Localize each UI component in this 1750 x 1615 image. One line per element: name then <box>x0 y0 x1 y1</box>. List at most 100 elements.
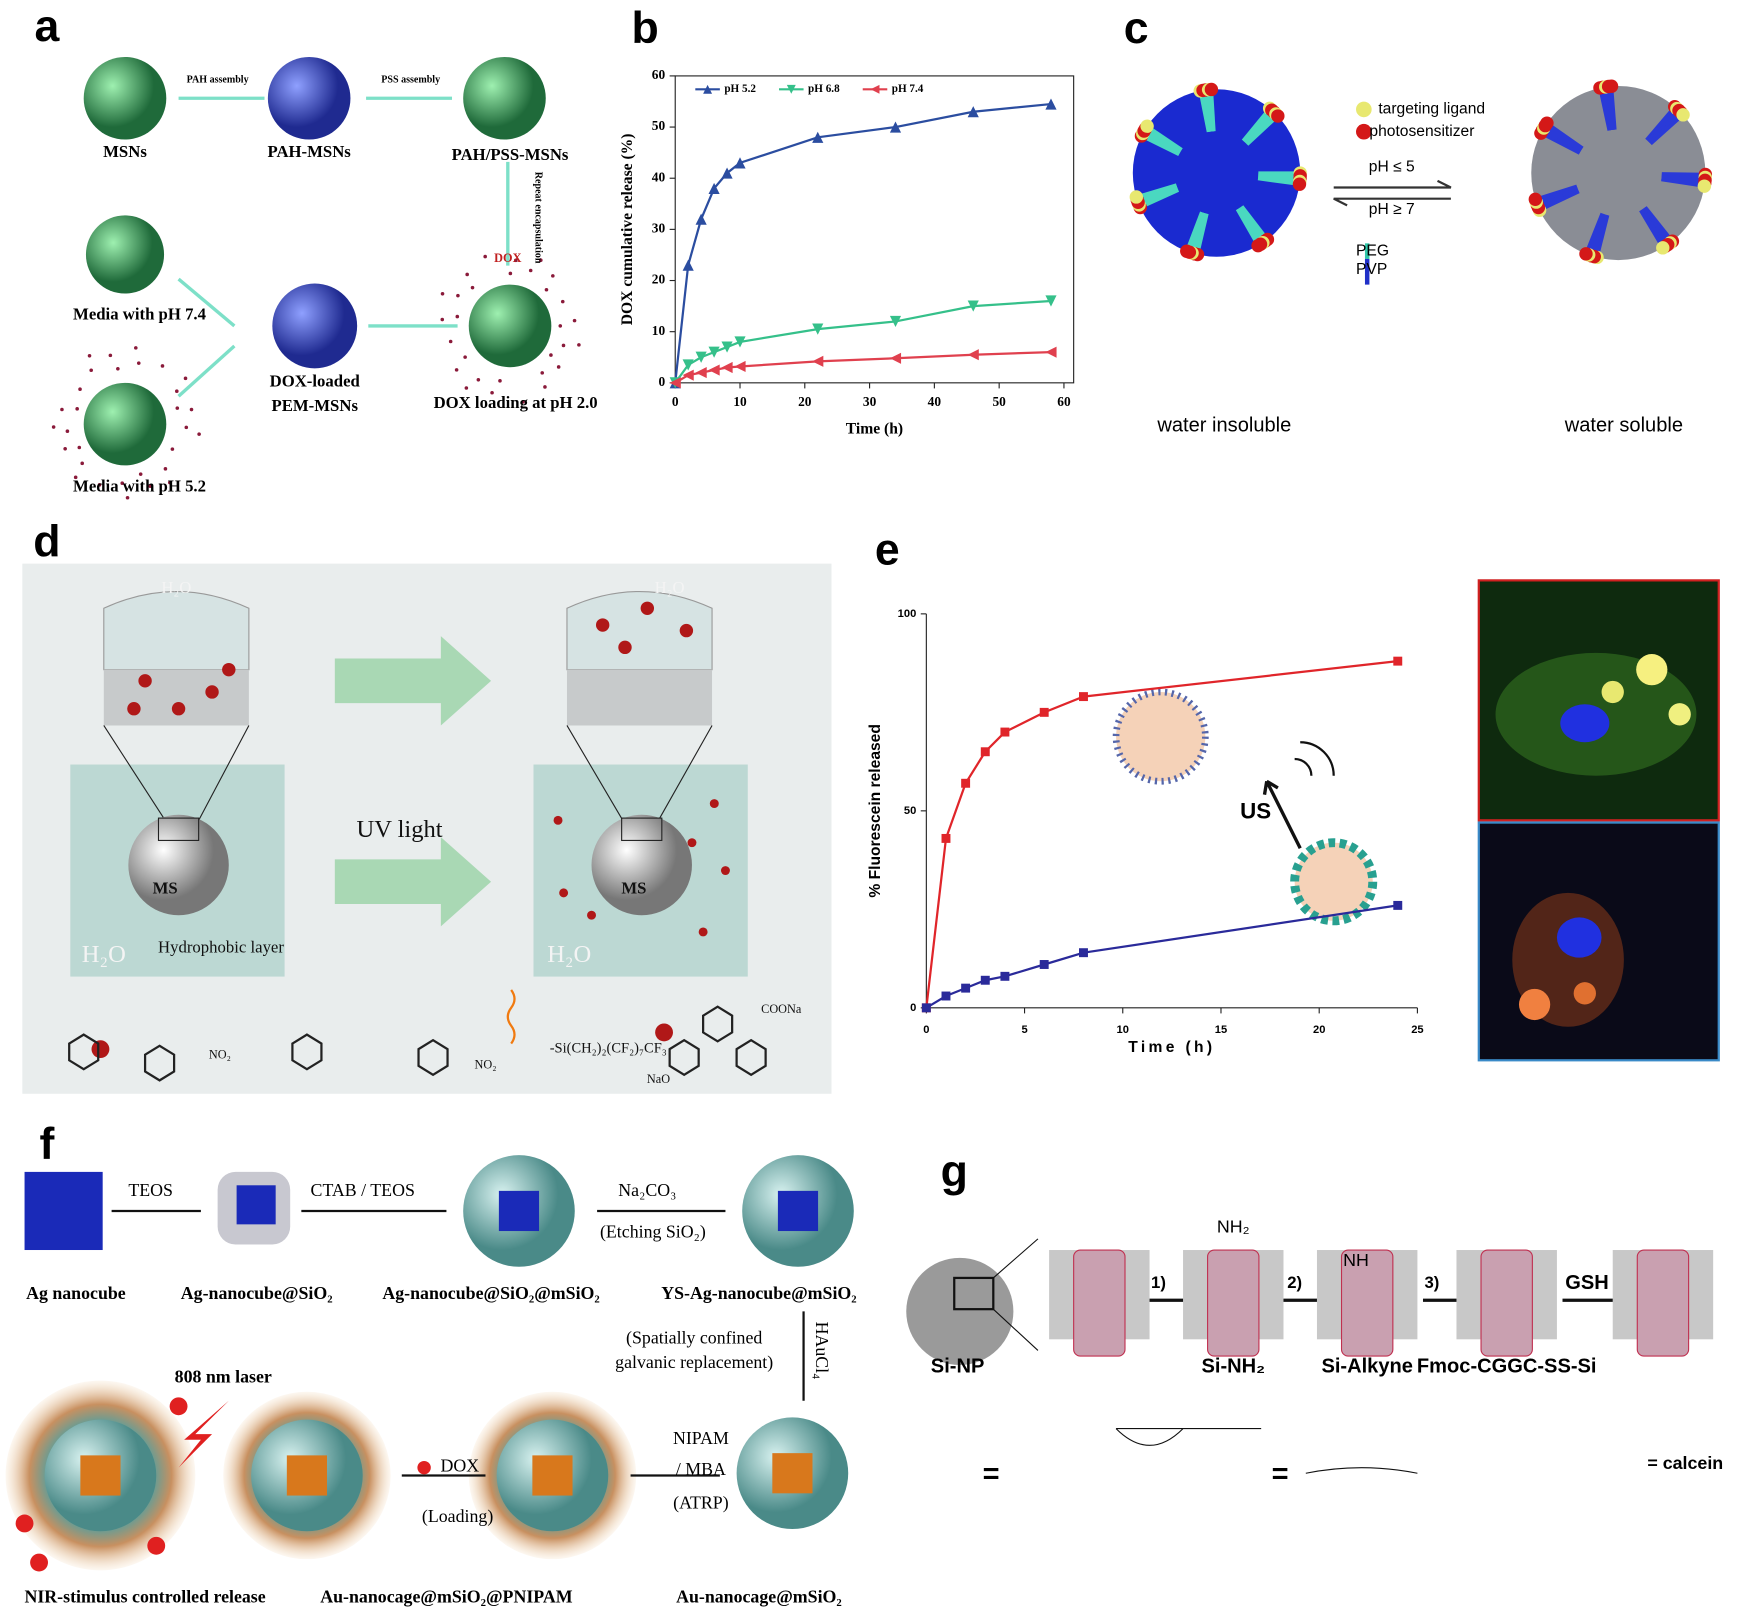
label: / MBA <box>676 1459 726 1479</box>
label: TEOS <box>128 1180 173 1200</box>
polymer <box>1661 177 1705 188</box>
dox-dot <box>440 317 445 322</box>
dox-dot <box>514 258 518 263</box>
marker <box>734 336 746 348</box>
label: Fmoc-CGGC-SS-Si <box>1417 1356 1597 1378</box>
panel-letter: c <box>1124 4 1149 53</box>
polymer <box>1609 86 1617 130</box>
x-tick-label: 50 <box>992 394 1006 409</box>
label: COONa <box>761 1002 802 1016</box>
label: Si-NH₂ <box>1201 1356 1265 1378</box>
polymer <box>1640 208 1667 248</box>
label: NH₂ <box>1217 1216 1250 1236</box>
polymer <box>1639 209 1665 249</box>
y-tick-label: 10 <box>652 323 666 338</box>
label: MS <box>621 878 646 897</box>
arrow <box>334 636 492 726</box>
marker <box>967 106 979 118</box>
polymer <box>1541 129 1582 154</box>
zoom-box <box>157 817 200 841</box>
polymer <box>1135 183 1177 199</box>
ligand <box>1540 116 1554 130</box>
label: PSS assembly <box>381 75 440 86</box>
sphere <box>169 1397 188 1416</box>
marker <box>682 259 694 271</box>
polymer <box>1661 172 1706 177</box>
marker <box>961 983 971 993</box>
polymer <box>1584 212 1604 255</box>
dox-dot <box>160 364 165 368</box>
series-line <box>674 102 1052 383</box>
dox-dot <box>543 385 547 389</box>
label: Au-nanocage@mSiO₂@PNIPAM <box>320 1586 572 1606</box>
sphere <box>83 56 167 140</box>
label: DOX loading at pH 2.0 <box>434 393 598 412</box>
legend-dot <box>1356 101 1372 118</box>
dox-dot <box>470 285 475 290</box>
x-tick-label: 0 <box>672 394 679 409</box>
dox-dot <box>175 406 180 410</box>
polymer <box>1535 185 1578 204</box>
dox-dot <box>558 324 563 328</box>
marker <box>1045 295 1057 307</box>
marker <box>1045 98 1057 110</box>
marker <box>967 300 979 312</box>
dox-dot <box>549 353 553 357</box>
marker <box>967 349 979 361</box>
label: = <box>1272 1458 1289 1490</box>
label: MSNs <box>103 142 147 161</box>
panel-letter: e <box>875 525 900 574</box>
y-tick-label: 30 <box>652 220 666 235</box>
marker <box>734 360 746 373</box>
label: Si-NP <box>931 1356 985 1378</box>
peptide <box>1115 1428 1418 1474</box>
dox-dot <box>189 407 194 412</box>
polymer <box>1538 190 1580 212</box>
x-tick-label: 30 <box>863 394 877 409</box>
dox-dot <box>175 389 179 393</box>
x-tick-label: 25 <box>1411 1024 1423 1036</box>
y-tick-label: 50 <box>904 805 916 817</box>
dox-dot <box>440 291 445 296</box>
polymer <box>1644 206 1674 243</box>
y-axis-label: DOX cumulative release (%) <box>619 134 636 326</box>
pore <box>1073 1249 1126 1357</box>
label: Ag-nanocube@SiO₂@mSiO₂ <box>382 1283 599 1303</box>
marker <box>708 346 720 358</box>
polymer <box>1595 214 1610 258</box>
polymer <box>1661 175 1706 182</box>
marker <box>682 369 694 381</box>
ligand <box>1697 179 1712 193</box>
y-tick-label: 40 <box>652 169 666 184</box>
sphere <box>128 814 229 916</box>
sphere <box>30 1553 48 1572</box>
polymer <box>1544 124 1583 151</box>
label: H₂O <box>547 941 591 968</box>
sphere <box>85 215 165 294</box>
core <box>772 1453 813 1494</box>
marker <box>786 84 796 94</box>
label: Ag-nanocube@SiO₂ <box>181 1283 333 1303</box>
marker <box>1393 656 1403 666</box>
polymer <box>1601 87 1613 131</box>
polymer <box>1209 89 1216 132</box>
dox-dot <box>456 293 460 298</box>
y-tick-label: 60 <box>652 67 666 82</box>
label: PAH/PSS-MSNs <box>452 145 569 164</box>
marker <box>721 361 733 374</box>
label: (Loading) <box>422 1506 493 1527</box>
polymer <box>1604 86 1614 131</box>
label: NH <box>1343 1250 1369 1270</box>
x-axis-label: Time (h) <box>846 420 903 437</box>
label: H₂O <box>161 578 191 597</box>
label: water insoluble <box>1156 415 1291 437</box>
dox-dot <box>73 475 78 480</box>
label: PAH-MSNs <box>267 142 351 161</box>
label: GSH <box>1565 1272 1609 1294</box>
y-tick-label: 0 <box>910 1002 916 1014</box>
chem-structures <box>68 989 767 1082</box>
y-tick-label: 100 <box>898 608 917 620</box>
dox-dot <box>556 365 561 369</box>
dox-dot <box>89 368 93 373</box>
polymer <box>1648 111 1683 145</box>
